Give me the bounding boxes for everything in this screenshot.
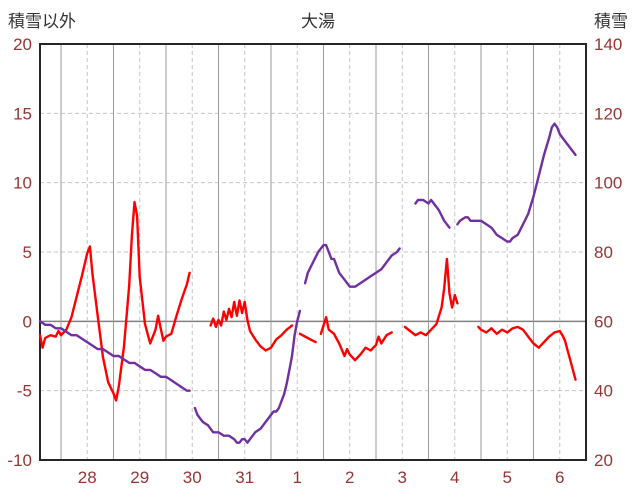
series-line-0 [209, 299, 294, 352]
chart-title: 大湯 [301, 12, 335, 31]
x-axis-tick-label: 4 [450, 468, 459, 487]
x-axis-tick-label: 5 [503, 468, 512, 487]
right-axis-tick-label: 100 [594, 174, 622, 193]
right-axis-tick-label: 40 [594, 382, 613, 401]
left-axis-tick-label: 0 [23, 312, 32, 331]
x-axis-tick-label: 2 [345, 468, 354, 487]
series-line-0 [319, 316, 393, 362]
x-axis-tick-label: 3 [398, 468, 407, 487]
right-axis-tick-label: 20 [594, 451, 613, 470]
right-axis-tick-label: 60 [594, 312, 613, 331]
right-axis-title: 積雪 [594, 12, 628, 31]
plot-border [39, 43, 587, 461]
series-line-1 [303, 243, 401, 288]
left-axis-tick-label: -5 [17, 382, 32, 401]
left-axis-tick-label: 10 [13, 174, 32, 193]
right-axis-tick-label: 120 [594, 104, 622, 123]
left-axis-tick-label: 20 [13, 35, 32, 54]
series-line-1 [193, 309, 302, 444]
x-axis-tick-label: 1 [293, 468, 302, 487]
series-line-0 [403, 257, 459, 337]
series-line-1 [456, 122, 577, 243]
left-axis-tick-label: 5 [23, 243, 32, 262]
left-axis-tick-label: -10 [7, 451, 32, 470]
right-axis-tick-label: 140 [594, 35, 622, 54]
right-axis-tick-label: 80 [594, 243, 613, 262]
series-line-0 [298, 332, 317, 344]
x-axis-tick-label: 28 [78, 468, 97, 487]
x-axis-tick-label: 29 [130, 468, 149, 487]
series-line-0 [477, 325, 577, 381]
series-line-1 [414, 198, 451, 229]
series-line-0 [38, 200, 191, 402]
x-axis-tick-label: 30 [183, 468, 202, 487]
left-axis-title: 積雪以外 [8, 12, 76, 31]
x-axis-tick-label: 6 [555, 468, 564, 487]
x-axis-tick-label: 31 [235, 468, 254, 487]
left-axis-tick-label: 15 [13, 104, 32, 123]
series-line-1 [38, 320, 191, 392]
